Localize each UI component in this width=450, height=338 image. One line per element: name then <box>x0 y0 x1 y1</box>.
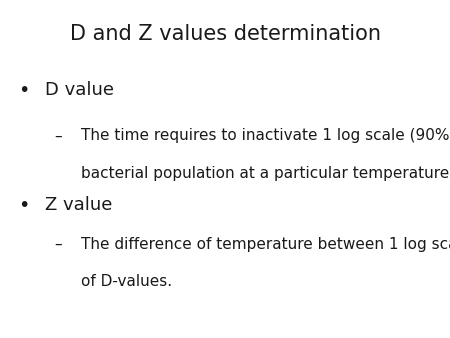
Text: •: • <box>18 196 29 215</box>
Text: Z value: Z value <box>45 196 112 214</box>
Text: •: • <box>18 81 29 100</box>
Text: The time requires to inactivate 1 log scale (90%) of: The time requires to inactivate 1 log sc… <box>81 128 450 143</box>
Text: The difference of temperature between 1 log scale: The difference of temperature between 1 … <box>81 237 450 251</box>
Text: –: – <box>54 237 62 251</box>
Text: of D-values.: of D-values. <box>81 274 172 289</box>
Text: bacterial population at a particular temperature.: bacterial population at a particular tem… <box>81 166 450 180</box>
Text: D and Z values determination: D and Z values determination <box>69 24 381 44</box>
Text: –: – <box>54 128 62 143</box>
Text: D value: D value <box>45 81 114 99</box>
